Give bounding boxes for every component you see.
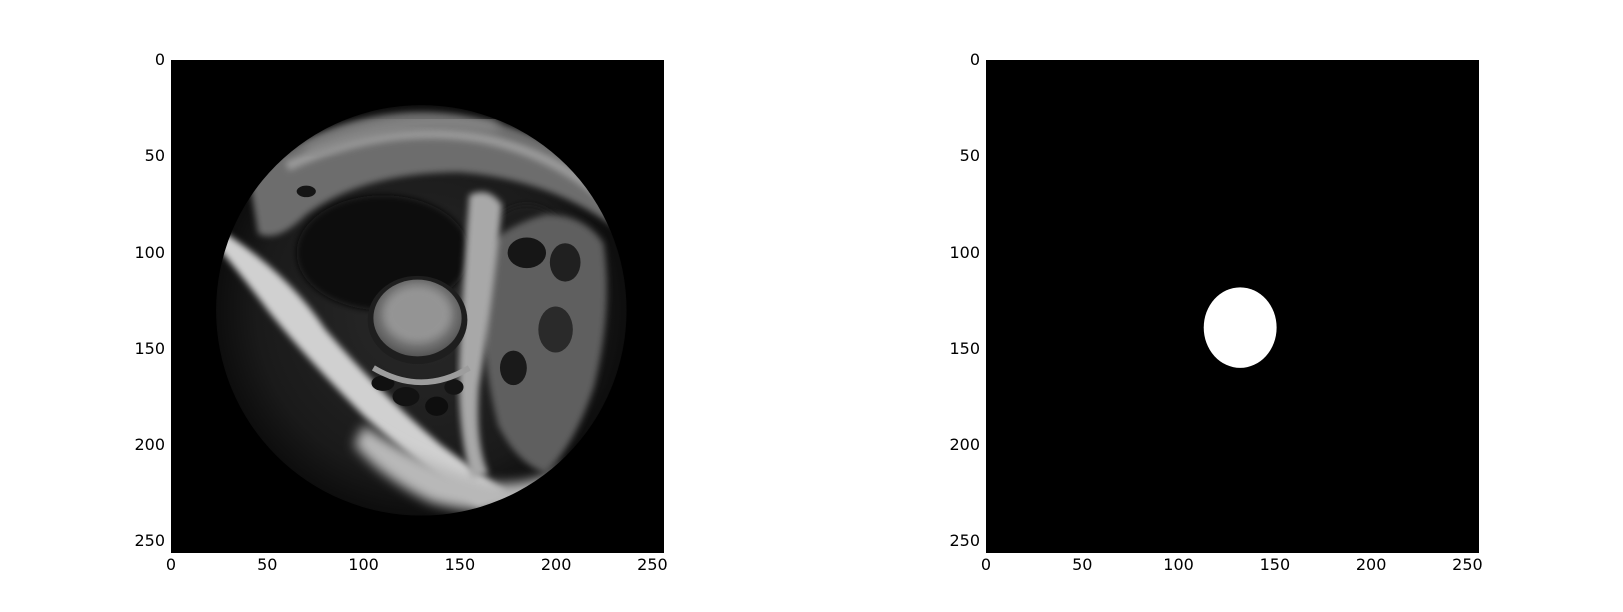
mri-y-tick-label-250: 250 (134, 531, 165, 551)
mask-x-tick-label-100: 100 (1163, 555, 1194, 574)
mask-y-tick-label-200: 200 (949, 435, 980, 455)
mri-image (172, 61, 663, 552)
mri-image-panel (171, 60, 664, 553)
mri-y-tick-label-200: 200 (134, 435, 165, 455)
mri-x-tick-label-0: 0 (165, 555, 177, 574)
mask-blob (1203, 287, 1277, 368)
mri-y-tick-label-150: 150 (134, 338, 165, 358)
mask-y-tick-label-250: 250 (949, 531, 980, 551)
mri-y-tick-label-50: 50 (144, 146, 165, 166)
mask-x-tick-label-250: 250 (1452, 555, 1483, 574)
mask-y-tick-label-0: 0 (969, 50, 980, 69)
mri-y-tick-label-100: 100 (134, 242, 165, 262)
mri-x-tick-label-150: 150 (444, 555, 476, 574)
mask-x-tick-label-50: 50 (1072, 555, 1093, 574)
mask-x-tick-label-200: 200 (1355, 555, 1387, 574)
mask-y-tick-label-100: 100 (949, 242, 980, 262)
mri-x-tick-label-250: 250 (637, 555, 668, 574)
mask-x-tick-label-150: 150 (1259, 555, 1291, 574)
mask-y-tick-label-150: 150 (949, 338, 980, 358)
mri-x-tick-label-50: 50 (257, 555, 278, 574)
mri-x-tick-label-100: 100 (348, 555, 379, 574)
segmentation-mask (987, 61, 1478, 552)
mri-x-tick-label-200: 200 (540, 555, 572, 574)
mask-y-tick-label-50: 50 (959, 146, 980, 166)
segmentation-mask-panel (986, 60, 1479, 553)
mask-x-tick-label-0: 0 (980, 555, 992, 574)
mri-y-tick-label-0: 0 (154, 50, 165, 69)
